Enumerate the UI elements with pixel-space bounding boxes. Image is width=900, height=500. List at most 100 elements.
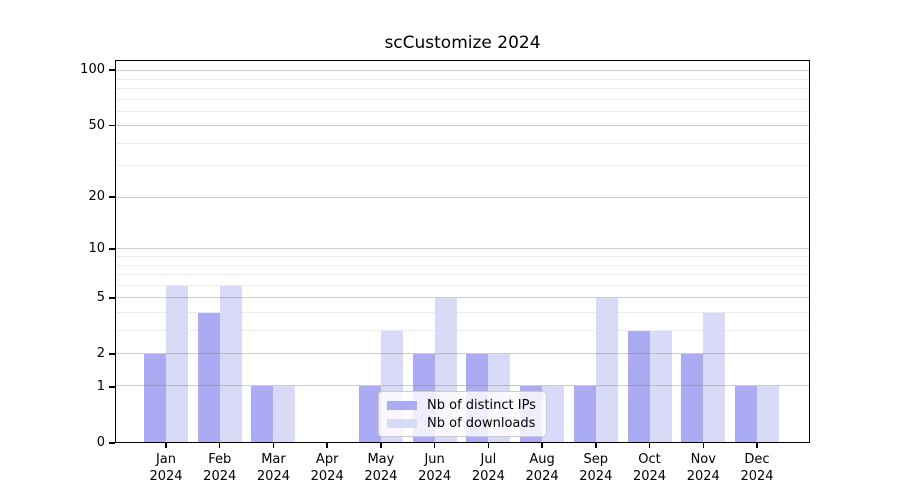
x-tick-year: 2024 xyxy=(364,469,398,484)
x-tick-month: Nov xyxy=(690,452,716,467)
y-tick xyxy=(109,196,115,198)
y-tick-label: 10 xyxy=(88,241,105,257)
major-gridlines-layer xyxy=(116,61,809,442)
x-tick-year: 2024 xyxy=(471,469,505,484)
minor-gridline xyxy=(116,284,809,286)
bar xyxy=(542,386,565,442)
y-tick-label: 5 xyxy=(96,290,105,306)
x-tick-month: Apr xyxy=(315,452,339,467)
x-tick-year: 2024 xyxy=(686,469,720,484)
minor-gridlines-layer xyxy=(116,61,809,442)
bar xyxy=(166,285,188,442)
major-gridline xyxy=(116,297,809,299)
x-tick-year: 2024 xyxy=(256,469,290,484)
minor-gridline xyxy=(116,311,809,313)
x-tick-label: Mar 2024 xyxy=(241,451,305,485)
x-tick-label: Oct 2024 xyxy=(618,451,682,485)
bar xyxy=(627,330,650,442)
x-tick xyxy=(541,443,543,448)
x-tick-label: Sep 2024 xyxy=(564,451,628,485)
x-tick-month: Mar xyxy=(261,452,286,467)
x-tick-year: 2024 xyxy=(310,469,344,484)
legend-label-downloads: Nb of downloads xyxy=(427,415,536,431)
y-tick xyxy=(109,353,115,355)
minor-gridline xyxy=(116,78,809,80)
bar xyxy=(681,353,704,442)
x-tick xyxy=(218,443,221,448)
x-tick-label: May 2024 xyxy=(349,451,413,485)
bar xyxy=(251,386,274,442)
x-tick-month: Aug xyxy=(529,452,555,467)
plot-area: Nb of distinct IPs Nb of downloads xyxy=(115,60,810,443)
x-tick xyxy=(487,443,490,448)
minor-gridline xyxy=(116,88,809,90)
bar xyxy=(573,386,596,442)
bar xyxy=(649,330,672,442)
x-tick-label: Jan 2024 xyxy=(134,451,198,485)
legend-label-distinct-ips: Nb of distinct IPs xyxy=(427,397,536,413)
x-tick-label: Jul 2024 xyxy=(456,451,520,485)
y-tick xyxy=(109,297,115,299)
major-gridline xyxy=(116,125,809,127)
x-tick-month: Feb xyxy=(208,452,232,467)
x-tick-label: Dec 2024 xyxy=(725,451,789,485)
y-tick-label: 100 xyxy=(80,62,105,78)
x-tick-year: 2024 xyxy=(203,469,237,484)
x-tick-month: Sep xyxy=(583,452,609,467)
minor-gridline xyxy=(116,329,809,331)
x-tick-year: 2024 xyxy=(418,469,452,484)
y-tick-label: 0 xyxy=(96,435,105,450)
x-tick-year: 2024 xyxy=(632,469,667,484)
bar xyxy=(219,285,242,442)
minor-gridline xyxy=(116,264,809,266)
x-tick-month: Dec xyxy=(744,452,770,467)
x-tick-label: Feb 2024 xyxy=(188,451,252,485)
minor-gridline xyxy=(116,274,809,276)
bar xyxy=(734,386,757,442)
x-tick-label: Nov 2024 xyxy=(671,451,735,485)
bar xyxy=(197,312,220,442)
y-tick xyxy=(109,442,115,444)
x-tick xyxy=(756,443,758,448)
x-tick-month: May xyxy=(367,452,395,467)
minor-gridline xyxy=(116,142,809,144)
x-tick-month: Jun xyxy=(424,452,445,467)
bar xyxy=(703,312,726,442)
legend-swatch-distinct-ips xyxy=(387,400,417,410)
minor-gridline xyxy=(116,98,809,100)
y-tick-label: 1 xyxy=(96,379,105,395)
bar xyxy=(358,386,381,442)
x-tick-label: Aug 2024 xyxy=(510,451,574,485)
y-tick-label: 2 xyxy=(96,346,105,362)
x-tick-year: 2024 xyxy=(525,469,559,484)
x-tick xyxy=(165,443,167,448)
y-tick-label: 50 xyxy=(88,117,105,133)
x-tick xyxy=(272,443,275,448)
legend-swatch-downloads xyxy=(387,418,417,428)
x-tick xyxy=(433,443,436,448)
x-tick xyxy=(380,443,382,448)
legend: Nb of distinct IPs Nb of downloads xyxy=(378,391,547,437)
major-gridline xyxy=(116,70,809,72)
x-tick-month: Jul xyxy=(480,452,497,467)
x-tick-label: Apr 2024 xyxy=(295,451,359,485)
y-tick xyxy=(109,124,115,127)
chart-title: scCustomize 2024 xyxy=(384,33,541,53)
major-gridline xyxy=(116,352,809,354)
y-tick xyxy=(109,248,115,250)
x-tick-year: 2024 xyxy=(579,469,613,484)
x-tick-month: Jan xyxy=(155,452,177,467)
minor-gridline xyxy=(116,256,809,258)
y-tick-label: 20 xyxy=(88,189,105,205)
minor-gridline xyxy=(116,110,809,112)
x-tick-year: 2024 xyxy=(740,469,774,484)
bar xyxy=(273,386,296,442)
major-gridline xyxy=(116,385,809,387)
x-tick-year: 2024 xyxy=(149,469,183,484)
y-tick xyxy=(109,386,115,388)
x-tick xyxy=(326,443,328,448)
legend-item-distinct-ips: Nb of distinct IPs xyxy=(387,396,538,414)
minor-gridline xyxy=(116,165,809,167)
major-gridline xyxy=(116,196,809,198)
